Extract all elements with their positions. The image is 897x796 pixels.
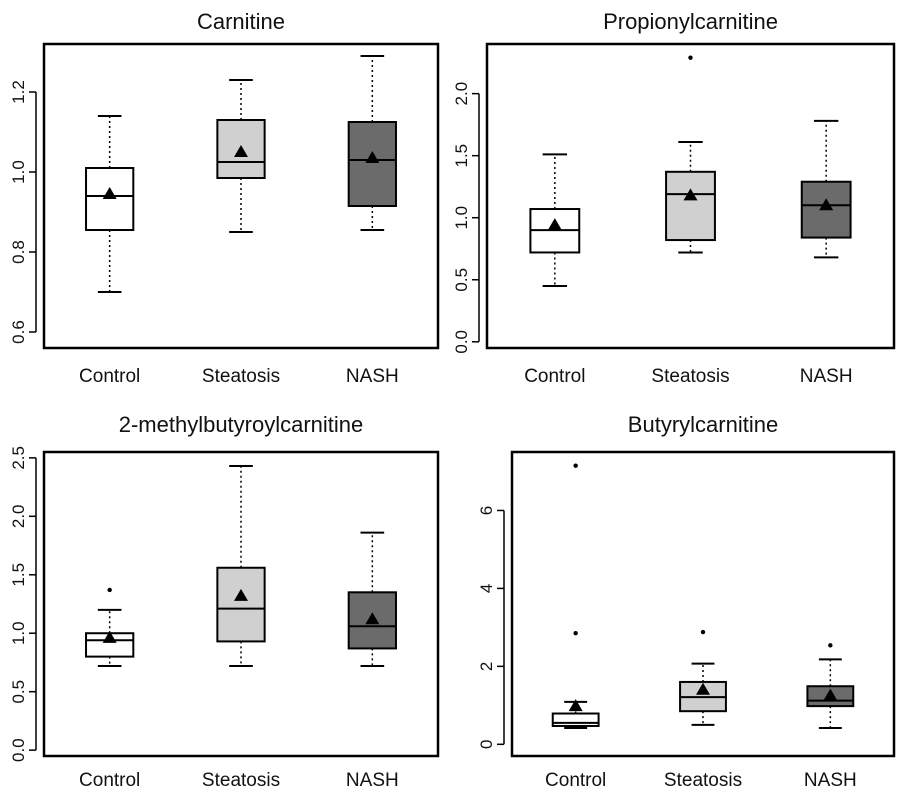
plot-frame: [485, 42, 896, 350]
category-label: Steatosis: [202, 770, 280, 791]
y-tick-label: 0.5: [9, 680, 28, 704]
outlier-point: [688, 55, 693, 60]
category-label: Steatosis: [664, 770, 742, 791]
chart-title: 2-methylbutyroylcarnitine: [119, 412, 364, 437]
mean-marker: [365, 151, 380, 163]
mean-marker: [365, 612, 380, 625]
y-tick-label: 6: [477, 506, 496, 515]
mean-marker: [547, 218, 562, 231]
category-label: Steatosis: [651, 366, 729, 387]
box-steatosis: [665, 170, 716, 242]
y-tick-label: 0.0: [452, 330, 471, 354]
outlier-point: [573, 631, 578, 636]
mean-marker: [234, 588, 248, 601]
plot-frame: [42, 450, 440, 758]
chart-title: Carnitine: [197, 9, 285, 34]
plot-frame: [510, 450, 896, 758]
outlier-point: [573, 463, 578, 468]
mean-marker: [683, 188, 698, 201]
y-tick-label: 1.0: [9, 160, 28, 184]
category-label: Control: [524, 366, 585, 387]
chart-title: Propionylcarnitine: [603, 9, 778, 34]
y-tick-label: 2.0: [9, 504, 28, 528]
panel-propionylcarnitine: Propionylcarnitine 0.0 0.5 1.0 1.5 2.0 Control…: [452, 9, 896, 387]
panel-butyrylcarnitine: Butyrylcarnitine 0 2 4 6 Control Steatosis NASH: [477, 412, 896, 791]
mean-marker: [568, 699, 583, 712]
chart-title: Butyrylcarnitine: [628, 412, 778, 437]
outlier-point: [828, 643, 833, 648]
y-tick-label: 1.0: [452, 206, 471, 230]
box-steatosis: [216, 566, 266, 643]
mean-marker: [234, 145, 248, 157]
category-label: Control: [79, 366, 140, 387]
y-tick-label: 0: [477, 740, 496, 749]
y-tick-label: 0.8: [9, 240, 28, 264]
category-label: NASH: [800, 366, 853, 387]
outlier-point: [107, 587, 112, 593]
mean-marker: [819, 198, 834, 211]
y-tick-label: 2.5: [9, 446, 28, 470]
y-tick-label: 1.2: [9, 80, 28, 104]
y-tick-label: 2: [477, 662, 496, 671]
category-label: NASH: [346, 770, 399, 791]
outlier-point: [700, 629, 706, 635]
plot-frame: [42, 42, 440, 350]
box-nash: [347, 121, 397, 207]
mean-marker: [102, 630, 117, 643]
mean-marker: [696, 682, 710, 695]
category-label: NASH: [346, 366, 399, 387]
panel-2-methylbutyroylcarnitine: 2-methylbutyroylcarnitine 0.0 0.5 1.0 1.5 2.0…: [9, 412, 440, 791]
y-tick-label: 0.6: [9, 320, 28, 344]
y-tick-label: 1.0: [9, 621, 28, 645]
y-tick-label: 0.0: [9, 738, 28, 762]
mean-marker: [102, 187, 117, 199]
y-tick-label: 2.0: [452, 82, 471, 106]
box-control: [551, 712, 600, 727]
y-tick-label: 0.5: [452, 268, 471, 292]
panel-carnitine: Carnitine 0.6 0.8 1.0 1.2 Control Steatosis NAS…: [9, 9, 440, 387]
category-label: NASH: [804, 770, 857, 791]
y-tick-label: 1.5: [452, 144, 471, 168]
y-tick-label: 1.5: [9, 563, 28, 587]
y-tick-label: 4: [477, 584, 496, 593]
mean-marker: [823, 688, 838, 701]
category-label: Control: [79, 770, 140, 791]
category-label: Control: [545, 770, 606, 791]
category-label: Steatosis: [202, 366, 280, 387]
